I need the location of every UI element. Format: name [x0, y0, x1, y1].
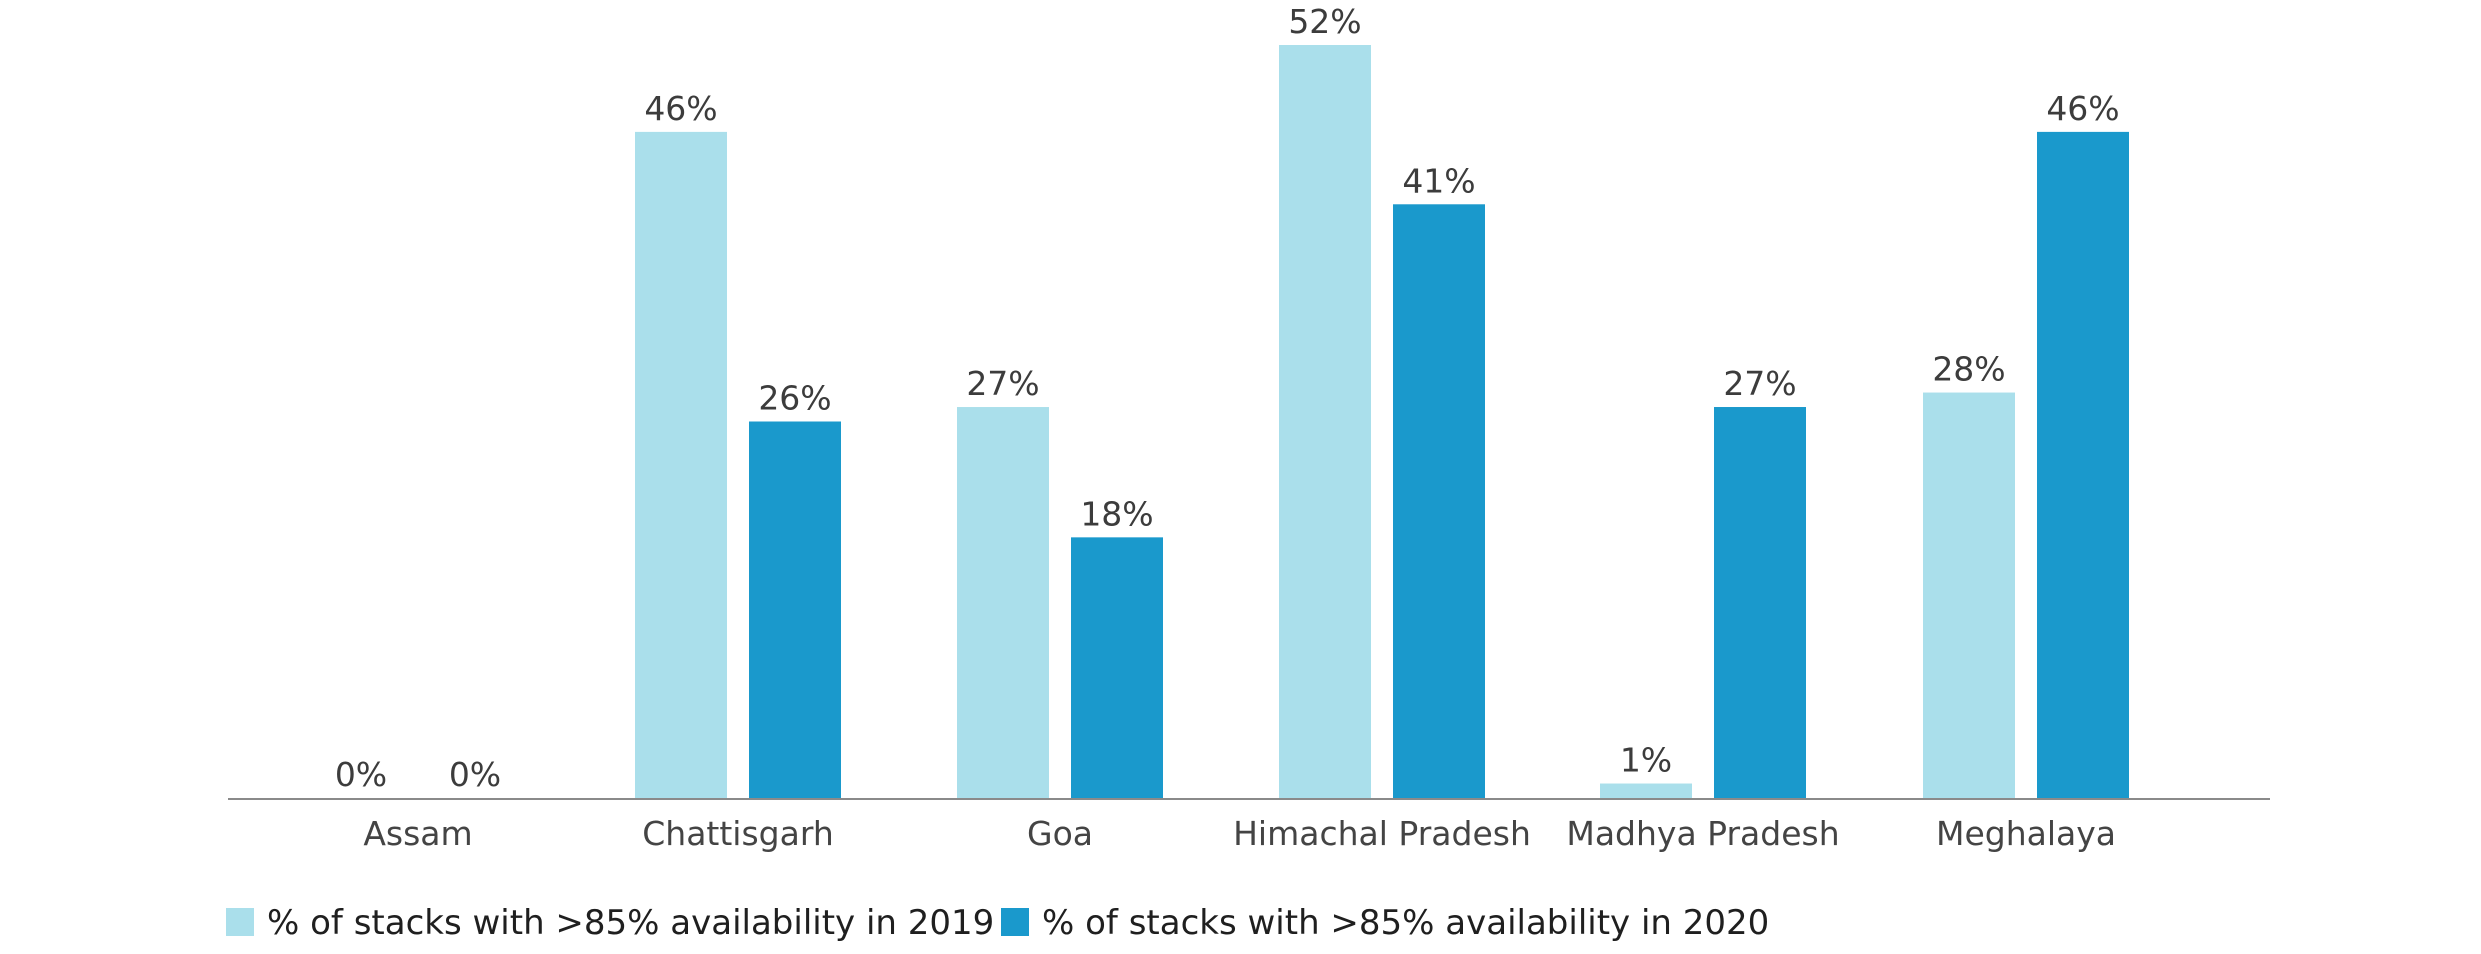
data-label-2019-goa: 27% [966, 364, 1039, 403]
data-label-2020-assam: 0% [449, 755, 501, 794]
data-label-2020-meghalaya: 46% [2046, 89, 2119, 128]
bar-2019-meghalaya [1923, 392, 2015, 798]
bar-2019-himachal-pradesh [1279, 45, 1371, 798]
category-label-madhya-pradesh: Madhya Pradesh [1566, 814, 1839, 853]
category-label-himachal-pradesh: Himachal Pradesh [1233, 814, 1531, 853]
data-label-2019-assam: 0% [335, 755, 387, 794]
data-label-2020-chattisgarh: 26% [758, 379, 831, 418]
data-label-2020-himachal-pradesh: 41% [1402, 161, 1475, 200]
bar-2020-himachal-pradesh [1393, 204, 1485, 799]
bar-2019-chattisgarh [635, 131, 727, 798]
bar-2019-goa [957, 407, 1049, 798]
bar-2020-meghalaya [2037, 131, 2129, 798]
data-labels-group: 0% 0% 46% 26% 27% 18% 52% 41% 1% 27% 28% 46% [335, 2, 2120, 794]
data-label-2019-chattisgarh: 46% [644, 89, 717, 128]
data-label-2019-meghalaya: 28% [1932, 350, 2005, 389]
legend: % of stacks with >85% availability in 20… [226, 903, 1769, 943]
bar-2020-chattisgarh [749, 421, 841, 798]
category-label-chattisgarh: Chattisgarh [642, 814, 834, 853]
category-labels-group: Assam Chattisgarh Goa Himachal Pradesh Madhy… [363, 814, 2116, 853]
legend-swatch-2019 [226, 908, 254, 936]
legend-swatch-2020 [1001, 908, 1029, 936]
data-label-2019-madhya-pradesh: 1% [1620, 741, 1672, 780]
legend-label-2020: % of stacks with >85% availability in 20… [1042, 903, 1769, 943]
legend-label-2019: % of stacks with >85% availability in 20… [267, 903, 994, 943]
bars-group [635, 45, 2129, 799]
bar-2020-goa [1071, 537, 1163, 798]
category-label-assam: Assam [363, 814, 472, 853]
bar-2020-madhya-pradesh [1714, 407, 1806, 798]
data-label-2020-madhya-pradesh: 27% [1723, 364, 1796, 403]
data-label-2019-himachal-pradesh: 52% [1288, 2, 1361, 41]
category-label-meghalaya: Meghalaya [1936, 814, 2116, 853]
category-label-goa: Goa [1027, 814, 1093, 853]
data-label-2020-goa: 18% [1080, 494, 1153, 533]
bar-2019-madhya-pradesh [1600, 783, 1692, 798]
